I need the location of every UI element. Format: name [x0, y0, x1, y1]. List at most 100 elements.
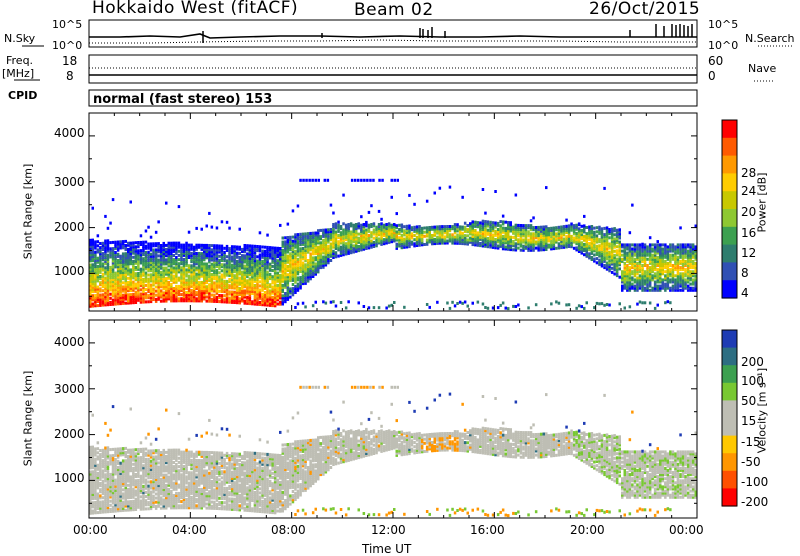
velocity-cell	[104, 422, 107, 425]
velocity-cell	[97, 464, 100, 467]
power-cell	[388, 305, 391, 308]
power-cell	[631, 283, 634, 286]
power-cell	[132, 293, 135, 296]
power-cell	[477, 301, 480, 304]
power-cell	[512, 305, 515, 308]
power-cell	[522, 245, 525, 248]
power-cell	[173, 258, 176, 261]
power-cell	[446, 225, 449, 228]
power-cell	[484, 212, 487, 215]
velocity-cell	[97, 441, 100, 444]
power-cell	[373, 241, 376, 244]
power-cell	[330, 243, 333, 246]
power-cell	[651, 254, 654, 257]
power-cell	[502, 220, 505, 223]
power-cell	[304, 232, 307, 235]
power-cell	[216, 296, 219, 299]
power-cell	[456, 302, 459, 305]
power-cell	[340, 246, 343, 249]
velocity-cell	[102, 496, 105, 499]
power-cell	[444, 235, 447, 238]
power-cell	[305, 179, 308, 182]
power-cell	[223, 251, 226, 254]
power-cell	[228, 278, 231, 281]
power-cell	[195, 252, 198, 255]
power-cell	[393, 301, 396, 304]
power-cell	[527, 224, 530, 227]
power-cell	[175, 285, 178, 288]
power-cell	[517, 238, 520, 241]
power-cell	[282, 241, 285, 244]
power-cell	[135, 266, 138, 269]
power-cell	[337, 234, 340, 237]
velocity-cell	[97, 511, 100, 514]
power-cell	[396, 243, 399, 246]
power-cell	[180, 244, 183, 247]
power-cell	[532, 232, 535, 235]
power-cell	[517, 224, 520, 227]
power-cell	[411, 226, 414, 229]
power-cell	[119, 240, 122, 243]
power-cell	[403, 238, 406, 241]
power-cell	[608, 251, 611, 254]
power-cell	[413, 234, 416, 237]
power-cell	[598, 259, 601, 262]
power-cell	[271, 265, 274, 268]
power-cell	[142, 278, 145, 281]
power-cell	[261, 250, 264, 253]
power-cell	[185, 268, 188, 271]
velocity-cell	[94, 458, 97, 461]
power-cell	[112, 299, 115, 302]
power-cell	[231, 264, 234, 267]
power-cell	[472, 302, 475, 305]
power-cell	[373, 306, 376, 309]
power-cell	[246, 279, 249, 282]
power-cell	[634, 243, 637, 246]
power-cell	[259, 301, 262, 304]
power-cell	[596, 245, 599, 248]
velocity-cell	[92, 414, 95, 417]
power-cell	[175, 256, 178, 259]
power-cell	[464, 234, 467, 237]
power-cell	[99, 294, 102, 297]
power-cell	[114, 272, 117, 275]
power-cell	[454, 223, 457, 226]
power-cell	[431, 234, 434, 237]
power-cell	[631, 248, 634, 251]
velocity-cell	[99, 482, 102, 485]
power-cell	[266, 271, 269, 274]
power-cell	[195, 291, 198, 294]
power-cell	[499, 224, 502, 227]
power-cell	[284, 240, 287, 243]
power-cell	[160, 244, 163, 247]
power-cell	[226, 280, 229, 283]
power-cell	[603, 264, 606, 267]
power-cell	[320, 241, 323, 244]
power-cell	[570, 223, 573, 226]
power-cell	[287, 255, 290, 258]
power-cell	[221, 269, 224, 272]
velocity-cell	[109, 504, 112, 507]
velocity-cell	[99, 501, 102, 504]
power-cell	[532, 226, 535, 229]
power-cell	[178, 242, 181, 245]
power-cell	[416, 225, 419, 228]
power-cell	[393, 223, 396, 226]
power-cell	[684, 268, 687, 271]
power-cell	[363, 305, 366, 308]
power-cell	[669, 243, 672, 246]
power-cell	[109, 266, 112, 269]
power-cell	[689, 243, 692, 246]
power-cell	[140, 234, 143, 237]
power-cell	[178, 297, 181, 300]
power-cell	[271, 296, 274, 299]
power-cell	[249, 277, 252, 280]
power-cell	[641, 301, 644, 304]
power-cell	[687, 285, 690, 288]
power-cell	[170, 283, 173, 286]
power-cell	[413, 226, 416, 229]
power-cell	[479, 242, 482, 245]
power-cell	[168, 269, 171, 272]
power-cell	[294, 306, 297, 309]
power-cell	[140, 293, 143, 296]
